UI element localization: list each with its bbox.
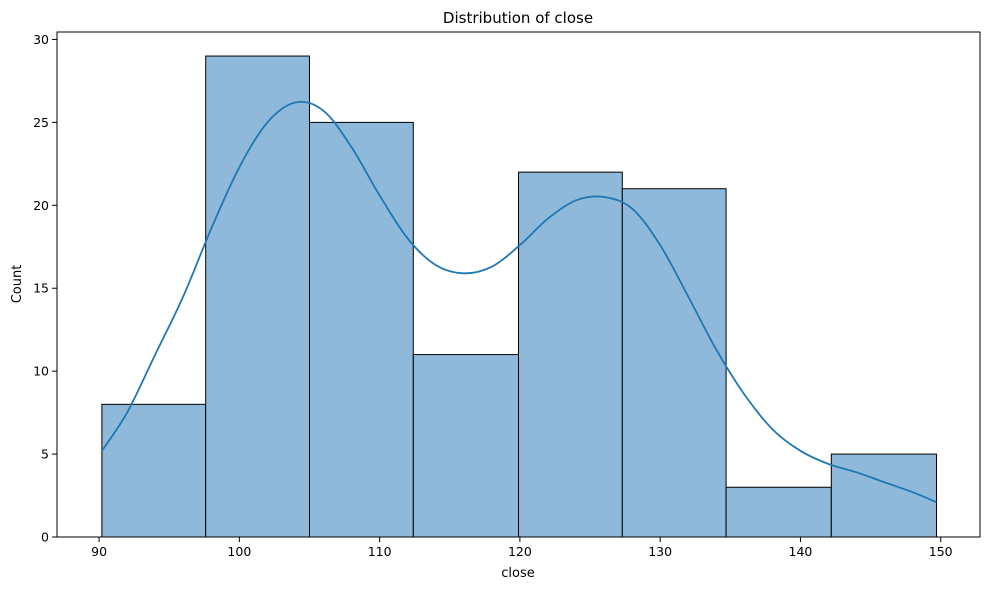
y-tick-label: 20 [33, 198, 49, 213]
y-tick-label: 5 [41, 447, 49, 462]
chart-title: Distribution of close [443, 9, 593, 27]
histogram-bar-6 [621, 188, 727, 538]
y-axis-ticks: 0 5 10 15 20 25 30 [33, 32, 57, 545]
x-tick-label: 90 [91, 544, 107, 559]
x-axis-ticks: 90 100 110 120 130 140 150 [91, 537, 953, 559]
y-axis-label: Count [10, 265, 25, 304]
x-tick-label: 120 [508, 544, 532, 559]
y-tick-label: 30 [33, 32, 49, 47]
y-tick-label: 10 [33, 364, 49, 379]
x-tick-label: 110 [368, 544, 392, 559]
histogram-bars [101, 55, 938, 538]
kde-curve [101, 100, 937, 504]
histogram-bar-1 [101, 403, 207, 538]
x-tick-label: 130 [648, 544, 672, 559]
histogram-bar-7 [725, 486, 832, 538]
x-axis-label: close [501, 566, 534, 581]
y-tick-label: 0 [41, 530, 49, 545]
histogram-bar-2 [205, 55, 310, 538]
x-tick-label: 150 [929, 544, 953, 559]
histogram-bar-4 [412, 354, 519, 538]
histogram-bar-5 [518, 171, 623, 538]
x-tick-label: 100 [227, 544, 251, 559]
histogram-bar-3 [308, 121, 414, 538]
y-tick-label: 25 [33, 115, 49, 130]
x-tick-label: 140 [789, 544, 813, 559]
axes-frame [56, 31, 981, 538]
y-tick-label: 15 [33, 281, 49, 296]
